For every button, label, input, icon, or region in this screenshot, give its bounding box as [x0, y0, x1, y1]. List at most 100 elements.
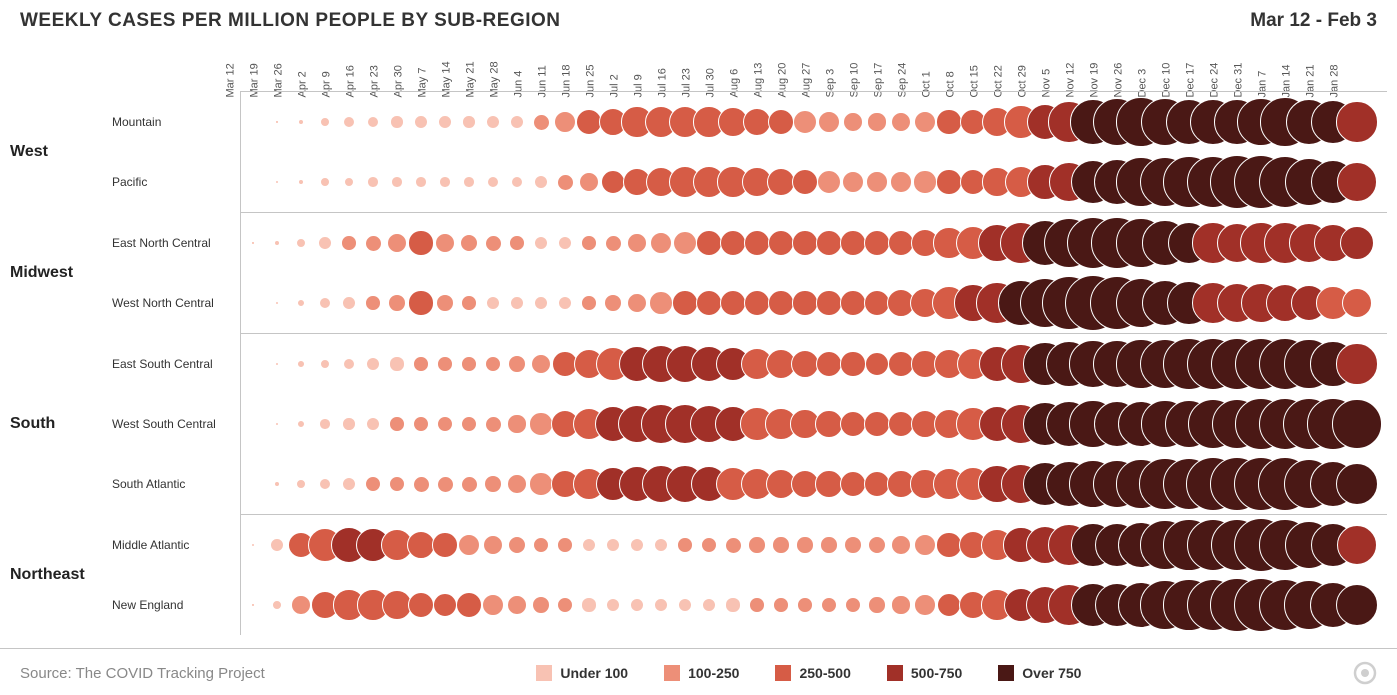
bubble-slot	[505, 536, 529, 554]
date-axis: Mar 12Mar 19Mar 26Apr 2Apr 9Apr 16Apr 23…	[240, 36, 1387, 91]
bubble	[606, 538, 620, 552]
bubble-slot	[721, 597, 745, 612]
bubble-slot	[769, 536, 793, 553]
legend-label: 100-250	[688, 665, 739, 681]
bubble	[318, 236, 332, 250]
bubble-slot	[481, 594, 505, 616]
bubble-slot	[841, 230, 865, 256]
bubble	[389, 476, 406, 493]
bubble-slot	[529, 354, 553, 375]
bubble	[297, 420, 306, 429]
legend-item: 100-250	[664, 665, 739, 681]
bubble-slot	[265, 362, 289, 366]
bubble	[868, 536, 886, 554]
bubble	[913, 170, 936, 193]
bubble	[840, 411, 866, 437]
bubble-slot	[457, 176, 481, 188]
bubble	[796, 536, 813, 553]
bubble	[768, 230, 794, 256]
bubble	[413, 476, 430, 493]
bubble	[554, 111, 577, 134]
bubble-slot	[529, 114, 553, 131]
bubble	[511, 176, 524, 189]
bubble	[342, 417, 355, 430]
bubble	[439, 176, 451, 188]
bubble-slot	[241, 302, 265, 304]
bubble-slot	[649, 538, 673, 553]
bubble-slot	[433, 294, 457, 312]
bubble	[1336, 463, 1379, 506]
bubble	[845, 597, 861, 613]
bubble	[487, 176, 499, 188]
bubble	[864, 411, 890, 437]
bubble	[407, 531, 436, 560]
subregion-row: Pacific	[240, 152, 1387, 212]
subregion-label: West South Central	[112, 417, 232, 431]
bubble-slot	[505, 235, 529, 251]
bubble-slot	[601, 538, 625, 552]
bubble	[914, 111, 937, 134]
bubble-slot	[505, 595, 529, 615]
bubble	[844, 536, 862, 554]
bubble-slot	[697, 290, 721, 316]
bubble	[604, 294, 622, 312]
subregion-label: New England	[112, 598, 232, 612]
bubble-slot	[865, 290, 889, 316]
bubble	[365, 476, 381, 492]
bubble-slot	[409, 115, 433, 129]
bubble-slot	[841, 171, 865, 194]
bubble-slot	[793, 110, 817, 134]
bubble-slot	[1345, 399, 1369, 449]
subregion-label: Pacific	[112, 175, 232, 189]
subregion-row: East South Central	[240, 334, 1387, 394]
bubble-slot	[841, 471, 865, 497]
bubble-slot	[337, 296, 361, 310]
bubble	[320, 359, 331, 370]
bubble-slot	[697, 537, 721, 553]
bubble-slot	[457, 115, 481, 128]
bubble-slot	[913, 534, 937, 556]
bubble	[696, 290, 722, 316]
bubble-slot	[265, 301, 289, 306]
bubble-slot	[769, 290, 793, 316]
bubble-slot	[817, 351, 841, 377]
bubble-slot	[241, 483, 265, 486]
bubble-slot	[1345, 288, 1369, 318]
bubble	[344, 177, 355, 188]
bubble	[510, 115, 525, 130]
bubble-slot	[937, 109, 961, 134]
bubble-slot	[793, 536, 817, 553]
bubble-slot	[913, 594, 937, 615]
bubble-slot	[529, 537, 553, 554]
bubble-slot	[457, 592, 481, 619]
bubble	[748, 536, 765, 553]
bubble-slot	[385, 115, 409, 128]
bubble-slot	[601, 170, 625, 195]
bubble	[672, 290, 698, 316]
bubble-slot	[865, 230, 889, 256]
bubble-slot	[841, 290, 865, 316]
bubble	[793, 110, 817, 134]
bubble-slot	[313, 478, 337, 491]
bubble-slot	[385, 356, 409, 371]
bubble-slot	[817, 536, 841, 553]
bubble-slot	[721, 107, 745, 136]
bubble-slot	[841, 351, 865, 376]
bubble	[864, 230, 890, 256]
bubble	[558, 236, 573, 251]
bubble-slot	[769, 230, 793, 256]
bubble	[557, 174, 574, 191]
bubble-slot	[289, 238, 313, 249]
bubble	[866, 171, 887, 192]
bubble-slot	[577, 172, 601, 193]
bubble-slot	[361, 357, 385, 371]
bubble	[532, 596, 550, 614]
bubble-slot	[817, 111, 841, 133]
bubble	[744, 290, 770, 316]
bubble	[818, 111, 840, 133]
bubble-slot	[313, 117, 337, 127]
bubble-slot	[265, 422, 289, 427]
bubble-slot	[385, 416, 409, 432]
bubble	[534, 175, 549, 190]
bubble-slot	[841, 112, 865, 132]
